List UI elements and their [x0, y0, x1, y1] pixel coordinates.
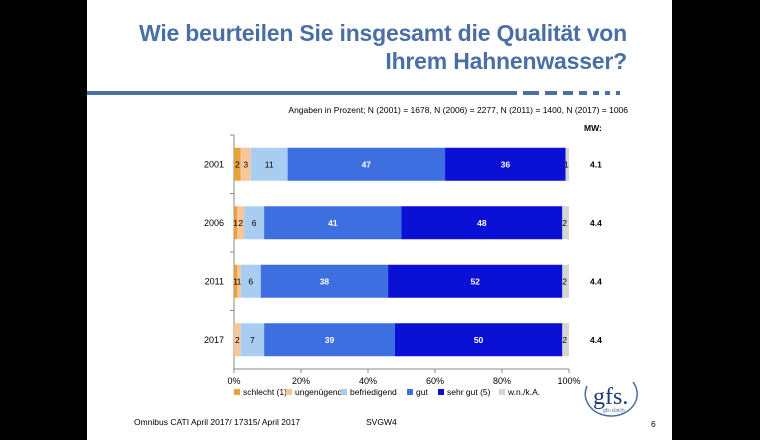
svg-text:gfs.: gfs.	[593, 384, 628, 410]
bar-segment	[240, 323, 265, 357]
bar-segment	[562, 206, 569, 240]
legend-label: ungenügend	[295, 387, 343, 397]
category-label: 2017	[204, 335, 224, 345]
legend-swatch	[407, 389, 413, 395]
x-tick-label: 100%	[557, 376, 580, 386]
bar-segment	[565, 147, 569, 181]
data-label: 41	[328, 218, 338, 228]
data-label: 1	[564, 159, 569, 169]
category-label: 2011	[205, 276, 224, 286]
legend-label: befriedigend	[350, 387, 397, 397]
data-label: 47	[362, 159, 372, 169]
bar-segment	[237, 206, 245, 240]
data-label: 52	[470, 276, 480, 286]
bar-segment	[240, 147, 251, 181]
footer-source: Omnibus CATI April 2017/ 17315/ April 20…	[134, 417, 301, 427]
bar-segment	[287, 147, 446, 181]
legend-swatch	[438, 389, 444, 395]
page-number: 6	[651, 419, 656, 429]
data-label: 39	[325, 335, 335, 345]
mean-value: 4.4	[590, 276, 602, 286]
slide-title-line2: Ihrem Hahnenwasser?	[385, 48, 627, 74]
bar-segment	[250, 147, 288, 181]
data-label: 2	[562, 335, 567, 345]
bar-segment	[260, 264, 389, 298]
x-tick-label: 60%	[426, 376, 444, 386]
data-label: 7	[250, 335, 255, 345]
category-label: 2001	[204, 159, 224, 169]
data-label: 1	[233, 276, 238, 286]
chart-subtitle: Angaben in Prozent; N (2001) = 1678, N (…	[288, 105, 628, 115]
gfs-logo: gfs. gfs-zürich	[584, 381, 638, 417]
data-label: 6	[248, 276, 253, 286]
legend-label: schlecht (1)	[243, 387, 287, 397]
data-label: 50	[474, 335, 484, 345]
slide-title-line1: Wie beurteilen Sie insgesamt die Qualitä…	[139, 20, 627, 46]
data-label: 2	[562, 218, 567, 228]
data-label: 1	[233, 218, 238, 228]
x-tick-label: 20%	[292, 376, 310, 386]
data-label: 2	[238, 218, 243, 228]
slide: Wie beurteilen Sie insgesamt die Qualitä…	[87, 0, 672, 440]
mean-value: 4.4	[590, 218, 602, 228]
data-label: 3	[243, 159, 248, 169]
legend-label: sehr gut (5)	[447, 387, 491, 397]
data-label: 48	[477, 218, 487, 228]
decorative-rule	[87, 91, 620, 95]
category-label: 2006	[204, 218, 224, 228]
mean-value: 4.1	[590, 159, 602, 169]
x-tick-label: 80%	[493, 376, 511, 386]
x-tick-label: 40%	[359, 376, 377, 386]
data-label: 2	[235, 335, 240, 345]
legend-label: w.n./k.A.	[507, 387, 540, 397]
bar-segment	[244, 206, 265, 240]
bar-segment	[394, 323, 563, 357]
data-label: 6	[252, 218, 257, 228]
svg-text:gfs-zürich: gfs-zürich	[603, 408, 625, 414]
bar-segment	[234, 323, 241, 357]
data-label: 1	[237, 276, 242, 286]
bar-segment	[401, 206, 563, 240]
legend-label: gut	[416, 387, 428, 397]
bar-segment	[234, 147, 241, 181]
bar-segment	[388, 264, 563, 298]
data-label: 38	[320, 276, 330, 286]
data-label: 2	[235, 159, 240, 169]
bar-segment	[562, 323, 569, 357]
bar-segment	[264, 206, 402, 240]
data-label: 2	[562, 276, 567, 286]
bar-segment	[234, 264, 238, 298]
footer-code: SVGW4	[366, 417, 397, 427]
bar-segment	[562, 264, 569, 298]
legend-swatch	[341, 389, 347, 395]
data-label: 11	[265, 159, 274, 169]
legend-swatch	[286, 389, 292, 395]
data-label: 36	[501, 159, 511, 169]
bar-segment	[234, 206, 238, 240]
bar-segment	[237, 264, 241, 298]
bar-segment	[445, 147, 566, 181]
bar-segment	[264, 323, 395, 357]
bar-segment	[240, 264, 261, 298]
legend-swatch	[499, 389, 505, 395]
mean-header: MW:	[584, 123, 602, 133]
x-tick-label: 0%	[227, 376, 240, 386]
legend-swatch	[234, 389, 240, 395]
mean-value: 4.4	[590, 335, 602, 345]
